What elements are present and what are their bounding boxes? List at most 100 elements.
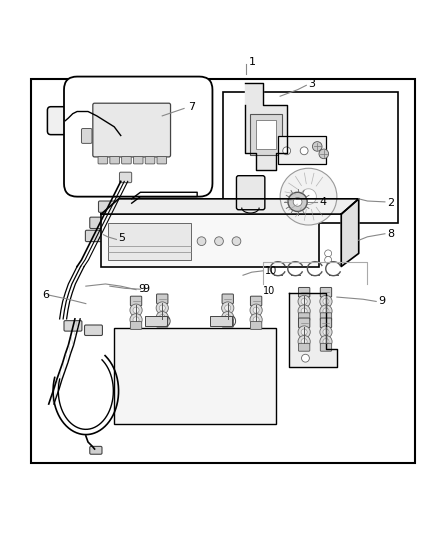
Circle shape	[301, 354, 309, 362]
FancyBboxPatch shape	[90, 446, 102, 454]
Circle shape	[159, 305, 165, 311]
FancyBboxPatch shape	[320, 287, 332, 297]
Circle shape	[298, 305, 310, 317]
Circle shape	[320, 335, 332, 348]
FancyBboxPatch shape	[47, 107, 83, 135]
Circle shape	[222, 311, 234, 324]
Circle shape	[325, 256, 332, 263]
Circle shape	[323, 338, 329, 345]
Circle shape	[301, 329, 307, 335]
Polygon shape	[245, 83, 287, 171]
Circle shape	[225, 305, 231, 311]
FancyBboxPatch shape	[98, 157, 108, 164]
Text: 2: 2	[387, 198, 394, 208]
Circle shape	[156, 311, 168, 324]
Bar	[210, 316, 232, 326]
Bar	[114, 328, 276, 424]
FancyBboxPatch shape	[145, 157, 155, 164]
FancyBboxPatch shape	[120, 172, 132, 183]
Circle shape	[225, 314, 231, 321]
FancyBboxPatch shape	[298, 287, 310, 297]
Text: 4: 4	[319, 197, 327, 207]
Circle shape	[283, 147, 290, 155]
FancyBboxPatch shape	[251, 296, 262, 306]
Bar	[145, 316, 166, 326]
Polygon shape	[341, 199, 359, 266]
FancyBboxPatch shape	[81, 128, 92, 143]
Circle shape	[301, 308, 307, 314]
FancyBboxPatch shape	[156, 319, 168, 327]
FancyBboxPatch shape	[99, 201, 117, 212]
Circle shape	[159, 314, 165, 321]
Wedge shape	[300, 189, 316, 205]
FancyBboxPatch shape	[64, 321, 82, 331]
Circle shape	[253, 307, 259, 313]
Circle shape	[319, 149, 328, 159]
Text: 10: 10	[265, 266, 277, 276]
FancyBboxPatch shape	[222, 294, 233, 304]
FancyBboxPatch shape	[93, 103, 170, 157]
Circle shape	[312, 142, 322, 151]
FancyBboxPatch shape	[298, 318, 310, 328]
FancyBboxPatch shape	[64, 77, 212, 197]
Bar	[223, 92, 398, 223]
Bar	[31, 79, 416, 463]
FancyBboxPatch shape	[134, 157, 143, 164]
Text: 5: 5	[119, 233, 126, 243]
Polygon shape	[289, 293, 337, 367]
Circle shape	[197, 237, 206, 246]
Text: 9: 9	[138, 284, 145, 294]
Bar	[251, 114, 282, 155]
Circle shape	[323, 298, 329, 304]
Bar	[256, 120, 276, 149]
Polygon shape	[101, 199, 359, 214]
Text: 9: 9	[143, 284, 150, 294]
Circle shape	[250, 304, 262, 316]
Text: 1: 1	[249, 57, 256, 67]
Circle shape	[320, 305, 332, 317]
FancyBboxPatch shape	[298, 343, 310, 351]
FancyBboxPatch shape	[237, 176, 265, 210]
Circle shape	[298, 295, 310, 308]
Circle shape	[130, 304, 142, 316]
FancyBboxPatch shape	[251, 321, 262, 329]
FancyBboxPatch shape	[122, 157, 131, 164]
FancyBboxPatch shape	[85, 230, 104, 241]
Wedge shape	[280, 168, 337, 225]
Circle shape	[215, 237, 223, 246]
FancyBboxPatch shape	[222, 319, 233, 327]
Circle shape	[250, 313, 262, 326]
Circle shape	[156, 302, 168, 314]
Circle shape	[323, 308, 329, 314]
FancyBboxPatch shape	[156, 294, 168, 304]
Circle shape	[222, 302, 234, 314]
Circle shape	[288, 192, 307, 212]
Text: 3: 3	[308, 79, 315, 89]
Circle shape	[232, 237, 241, 246]
Circle shape	[320, 326, 332, 338]
Circle shape	[323, 329, 329, 335]
Text: 9: 9	[378, 296, 385, 306]
Circle shape	[293, 198, 302, 206]
Bar	[101, 214, 319, 266]
Circle shape	[298, 335, 310, 348]
FancyBboxPatch shape	[85, 325, 102, 335]
Bar	[278, 135, 326, 164]
Circle shape	[133, 317, 139, 323]
FancyBboxPatch shape	[320, 343, 332, 351]
Circle shape	[301, 298, 307, 304]
Text: 7: 7	[188, 102, 195, 112]
Circle shape	[320, 295, 332, 308]
Circle shape	[130, 313, 142, 326]
Text: 6: 6	[42, 290, 49, 300]
Circle shape	[301, 338, 307, 345]
FancyBboxPatch shape	[131, 296, 142, 306]
FancyBboxPatch shape	[320, 313, 332, 321]
Text: 8: 8	[387, 229, 394, 239]
FancyBboxPatch shape	[320, 318, 332, 328]
FancyBboxPatch shape	[157, 157, 166, 164]
Circle shape	[300, 147, 308, 155]
FancyBboxPatch shape	[110, 157, 120, 164]
Circle shape	[253, 317, 259, 323]
Circle shape	[133, 307, 139, 313]
